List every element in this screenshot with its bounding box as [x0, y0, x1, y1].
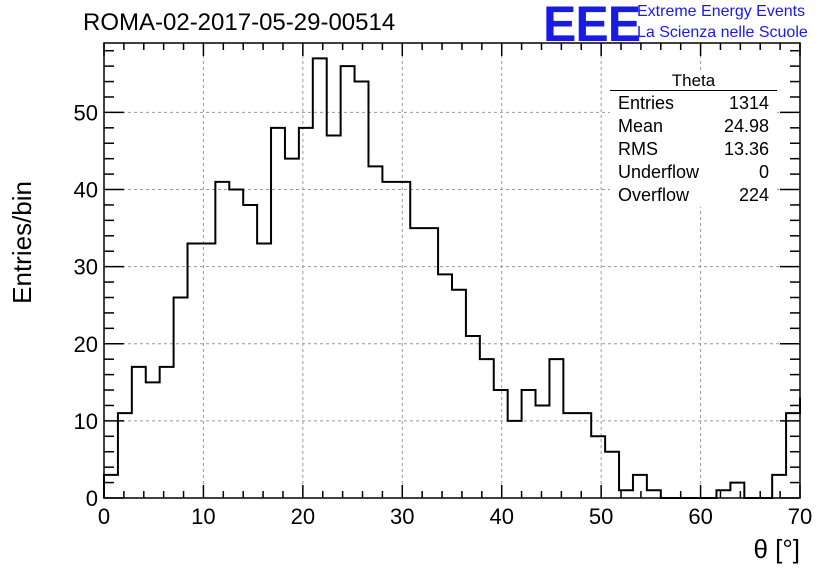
axis-tick-labels: 0 10 20 30 40 50 60 70 0 10 20 30 40 50	[74, 100, 813, 529]
x-tick-label: 60	[688, 504, 712, 529]
stats-row: Underflow 0	[618, 162, 769, 185]
y-tick-label: 30	[74, 255, 98, 280]
histogram-bin	[188, 244, 202, 498]
x-tick-label: 70	[788, 504, 812, 529]
stats-value: 13.36	[723, 139, 769, 159]
stats-value: 24.98	[723, 116, 769, 136]
stats-label: Underflow	[618, 162, 700, 182]
histogram-bin	[577, 413, 591, 498]
histogram-bin	[257, 244, 271, 498]
chart-title: ROMA-02-2017-05-29-00514	[83, 9, 396, 36]
stats-title: Theta	[671, 71, 716, 90]
plot-frame	[103, 42, 801, 499]
histogram-bin	[633, 475, 647, 498]
logo-subtitle-1: Extreme Energy Events	[637, 3, 806, 20]
histogram-bin	[355, 82, 369, 498]
axis-ticks	[103, 43, 801, 499]
x-axis-label: θ [°]	[753, 534, 800, 564]
stats-row: Overflow 224	[618, 185, 769, 208]
stats-label: Overflow	[618, 185, 690, 205]
histogram-bin	[160, 367, 174, 498]
stats-value: 224	[738, 185, 769, 205]
histogram-bin	[174, 297, 188, 498]
histogram-bin	[786, 413, 800, 498]
stats-row: Mean 24.98	[618, 116, 769, 139]
histogram-bin	[647, 490, 661, 498]
histogram-bin	[494, 390, 508, 498]
histogram-bin	[299, 128, 313, 498]
histogram-bin	[243, 205, 257, 498]
x-tick-label: 40	[489, 504, 513, 529]
histogram-bin	[730, 483, 744, 498]
histogram-bin	[480, 359, 494, 498]
histogram-bin	[772, 475, 786, 498]
histogram-bin	[146, 382, 160, 498]
y-tick-label: 20	[74, 332, 98, 357]
stats-label: Entries	[618, 93, 675, 113]
histogram-bin	[396, 182, 410, 498]
histogram-bin	[563, 413, 577, 498]
histogram-bin	[104, 475, 118, 498]
y-tick-label: 50	[74, 100, 98, 125]
stats-divider	[610, 90, 777, 91]
x-tick-label: 0	[98, 504, 110, 529]
histogram-bin	[132, 367, 146, 498]
histogram-bin	[591, 436, 605, 498]
histogram-bin	[452, 290, 466, 498]
y-tick-label: 40	[74, 178, 98, 203]
y-axis-label: Entries/bin	[7, 181, 37, 304]
histogram-bin	[285, 159, 299, 498]
stats-row: Entries 1314	[618, 93, 769, 116]
histogram-bin	[271, 128, 285, 498]
stats-value: 1314	[728, 93, 769, 113]
histogram-bin	[716, 490, 730, 498]
stats-label: RMS	[618, 139, 658, 159]
stats-label: Mean	[618, 116, 664, 136]
histogram-bin	[215, 182, 229, 498]
histogram-bin	[410, 228, 424, 498]
stats-box: Theta Entries 1314 Mean 24.98 RMS 13.36 …	[610, 71, 777, 207]
logo-subtitle-2: La Scienza nelle Scuole	[637, 24, 808, 41]
histogram-bin	[549, 359, 563, 498]
eee-logo: EEE	[543, 0, 641, 52]
stats-row: RMS 13.36	[618, 139, 769, 162]
x-tick-label: 20	[291, 504, 315, 529]
grid-lines	[104, 43, 800, 498]
x-tick-label: 30	[390, 504, 414, 529]
histogram-bin	[424, 228, 438, 498]
y-tick-label: 0	[86, 486, 98, 511]
histogram-bin	[522, 390, 536, 498]
x-tick-label: 10	[191, 504, 215, 529]
stats-value: 0	[758, 162, 769, 182]
x-tick-label: 50	[589, 504, 613, 529]
histogram-bin	[466, 336, 480, 498]
histogram-bin	[118, 413, 132, 498]
y-tick-label: 10	[74, 409, 98, 434]
histogram-bin	[536, 405, 550, 498]
histogram-bin	[508, 421, 522, 498]
histogram-bin	[368, 166, 382, 498]
histogram-bin	[382, 182, 396, 498]
histogram-bin	[341, 66, 355, 498]
histogram-bin	[605, 452, 619, 498]
histogram-bin	[313, 58, 327, 498]
histogram-bin	[438, 274, 452, 498]
